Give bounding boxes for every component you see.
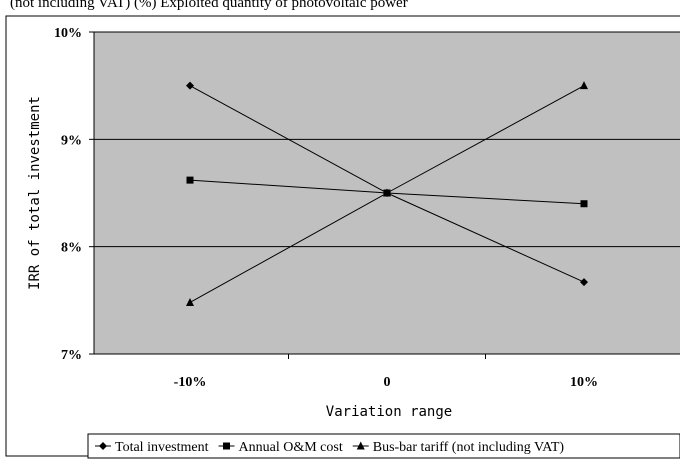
series-3 bbox=[186, 81, 588, 306]
top-caption: (not including VAT) (%) Exploited quanti… bbox=[10, 0, 408, 11]
data-point bbox=[186, 297, 194, 306]
x-axis-title: Variation range bbox=[326, 404, 452, 420]
data-point bbox=[186, 81, 194, 90]
y-tick-label: 8% bbox=[61, 241, 82, 256]
legend-label: Total investment bbox=[115, 440, 209, 455]
gridlines bbox=[94, 31, 680, 248]
legend-marker bbox=[223, 442, 231, 450]
legend-item: Bus-bar tariff (not including VAT) bbox=[352, 440, 565, 455]
legend-box bbox=[87, 433, 680, 459]
tick-labels: 7% 8% 9% 10% -10% 0 10% bbox=[54, 26, 598, 390]
x-tick-label: 10% bbox=[570, 375, 598, 390]
data-point bbox=[580, 81, 588, 90]
legend-item: Annual O&M cost bbox=[218, 440, 343, 455]
legend-marker bbox=[356, 441, 365, 450]
legend-marker bbox=[99, 442, 107, 450]
x-tick-label: 0 bbox=[384, 375, 391, 390]
y-tick-label: 10% bbox=[54, 26, 82, 41]
y-tick-label: 7% bbox=[61, 348, 82, 363]
legend-label: Bus-bar tariff (not including VAT) bbox=[373, 440, 565, 455]
y-tick-label: 9% bbox=[61, 133, 82, 148]
legend-label: Annual O&M cost bbox=[239, 440, 343, 455]
series-layer bbox=[186, 81, 588, 306]
data-point bbox=[580, 278, 588, 287]
legend: Total investment Annual O&M cost Bus-bar t… bbox=[87, 433, 680, 459]
x-tick-label: -10% bbox=[174, 375, 207, 390]
axes bbox=[89, 31, 680, 359]
data-point bbox=[383, 188, 391, 197]
data-point bbox=[580, 200, 588, 208]
data-point bbox=[186, 176, 194, 184]
legend-item: Total investment bbox=[95, 440, 209, 455]
y-axis-title: IRR of total investment bbox=[27, 96, 43, 290]
